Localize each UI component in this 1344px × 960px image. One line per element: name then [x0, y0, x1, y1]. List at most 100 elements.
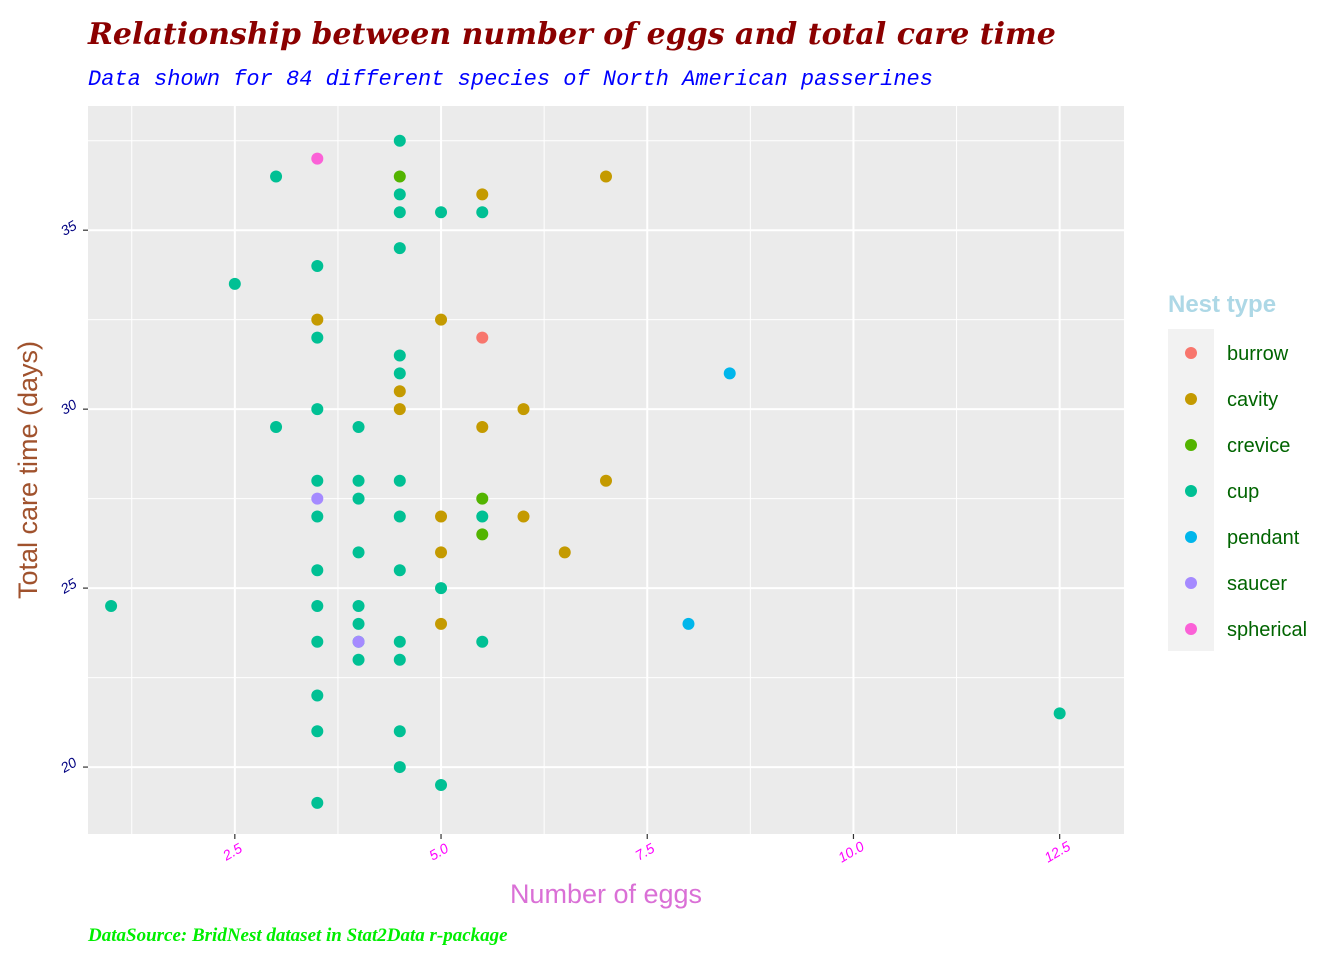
plot-panel: [88, 106, 1124, 834]
x-tick-label: 7.5: [632, 840, 657, 864]
data-point-cup: [393, 134, 406, 147]
data-point-cavity: [393, 403, 406, 416]
x-axis-ticks: 2.5 5.0 7.5 10.0 12.5: [219, 834, 1073, 865]
legend-key-pendant: [1185, 531, 1197, 543]
data-point-cup: [393, 367, 406, 380]
data-point-cavity: [435, 617, 448, 630]
data-point-cup: [393, 635, 406, 648]
legend-key-cavity: [1185, 393, 1197, 405]
data-point-cavity: [558, 546, 571, 559]
legend-key-saucer: [1185, 577, 1197, 589]
data-point-cup: [311, 689, 324, 702]
data-point-cavity: [517, 403, 530, 416]
legend-key-crevice: [1185, 439, 1197, 451]
legend: burrow cavity crevice cup pendant saucer spher…: [1185, 343, 1307, 641]
data-point-cavity: [435, 313, 448, 326]
data-point-cup: [352, 600, 365, 613]
data-point-pendant: [682, 617, 695, 630]
data-point-cup: [393, 349, 406, 362]
chart-subtitle: Data shown for 84 different species of N…: [88, 67, 933, 92]
data-point-cup: [393, 653, 406, 666]
data-point-cup: [270, 170, 283, 183]
x-tick-label: 5.0: [426, 840, 451, 864]
legend-label-pendant: pendant: [1227, 527, 1300, 549]
legend-label-cup: cup: [1227, 481, 1259, 503]
x-axis-label: Number of eggs: [510, 879, 702, 909]
y-tick-label: 25: [57, 575, 80, 597]
y-tick-label: 35: [58, 217, 80, 239]
x-tick-label: 2.5: [219, 840, 245, 864]
data-point-cavity: [517, 510, 530, 523]
data-point-cup: [311, 564, 324, 577]
data-point-cup: [311, 635, 324, 648]
data-point-cup: [352, 653, 365, 666]
data-point-cup: [393, 564, 406, 577]
x-tick-label: 12.5: [1041, 838, 1073, 866]
y-axis-ticks: 20 25 30 35: [57, 217, 88, 776]
data-point-cup: [393, 206, 406, 219]
y-axis-label: Total care time (days): [13, 341, 43, 599]
data-point-burrow: [476, 331, 489, 344]
data-point-cup: [311, 796, 324, 809]
data-point-cup: [352, 474, 365, 487]
data-point-cup: [311, 474, 324, 487]
legend-key-burrow: [1185, 347, 1197, 359]
x-tick-label: 10.0: [835, 838, 867, 866]
data-point-cup: [352, 421, 365, 434]
data-point-cup: [1053, 707, 1066, 720]
minor-gridlines: [88, 106, 1124, 834]
legend-label-crevice: crevice: [1227, 435, 1290, 457]
data-point-cup: [228, 277, 241, 290]
data-point-cup: [105, 600, 118, 613]
data-point-cup: [393, 725, 406, 738]
data-point-cup: [311, 403, 324, 416]
data-point-cup: [435, 778, 448, 791]
data-point-cup: [393, 761, 406, 774]
legend-label-cavity: cavity: [1227, 389, 1278, 411]
data-point-cup: [476, 635, 489, 648]
data-point-spherical: [311, 152, 324, 165]
data-points: [105, 134, 1066, 809]
data-point-cup: [311, 510, 324, 523]
data-point-cup: [311, 331, 324, 344]
data-point-cup: [352, 546, 365, 559]
data-point-cup: [435, 582, 448, 595]
data-point-cavity: [476, 421, 489, 434]
data-point-crevice: [476, 528, 489, 541]
y-tick-label: 30: [58, 396, 80, 418]
legend-key-spherical: [1185, 623, 1197, 635]
data-point-crevice: [476, 492, 489, 505]
chart-caption: DataSource: BridNest dataset in Stat2Dat…: [87, 925, 508, 946]
legend-label-saucer: saucer: [1227, 573, 1287, 595]
data-point-cup: [393, 188, 406, 201]
data-point-cup: [476, 510, 489, 523]
data-point-cup: [352, 617, 365, 630]
data-point-cup: [352, 492, 365, 505]
data-point-cavity: [435, 546, 448, 559]
data-point-cup: [311, 600, 324, 613]
data-point-cavity: [435, 510, 448, 523]
legend-title: Nest type: [1168, 291, 1276, 318]
legend-label-spherical: spherical: [1227, 619, 1307, 641]
data-point-cup: [393, 510, 406, 523]
data-point-pendant: [723, 367, 736, 380]
data-point-cavity: [600, 170, 612, 183]
data-point-cavity: [476, 188, 489, 201]
data-point-saucer: [352, 635, 365, 648]
legend-key-cup: [1185, 485, 1197, 497]
data-point-cup: [393, 474, 406, 487]
data-point-cup: [270, 421, 283, 434]
data-point-cavity: [393, 385, 406, 398]
y-tick-label: 20: [57, 754, 80, 776]
data-point-cavity: [600, 474, 612, 487]
data-point-cup: [476, 206, 489, 219]
chart-title: Relationship between number of eggs and …: [87, 17, 1056, 52]
data-point-cavity: [311, 313, 324, 326]
data-point-cup: [311, 725, 324, 738]
data-point-cup: [435, 206, 448, 219]
data-point-cup: [393, 242, 406, 255]
data-point-cup: [311, 259, 324, 272]
data-point-crevice: [393, 170, 406, 183]
legend-label-burrow: burrow: [1227, 343, 1289, 365]
